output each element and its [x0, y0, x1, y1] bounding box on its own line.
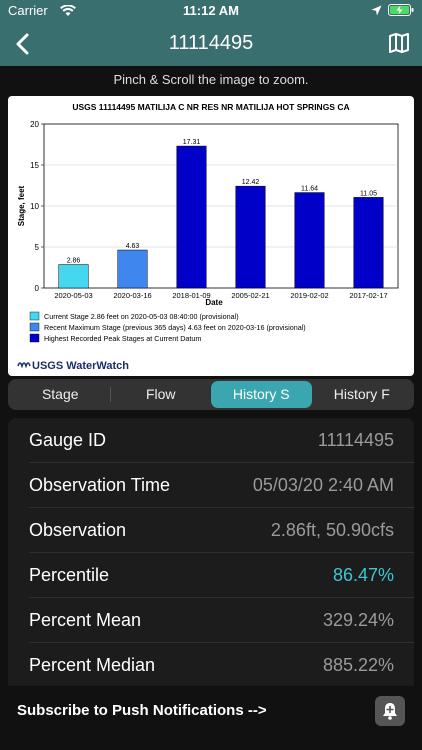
row-label: Observation Time — [29, 475, 171, 495]
subscribe-link[interactable]: Subscribe to Push Notifications --> — [17, 702, 267, 719]
row-value: 2.86ft, 50.90cfs — [270, 520, 394, 540]
bar-value-label: 17.31 — [183, 139, 201, 146]
bar-2020-05-03 — [58, 264, 89, 289]
row-label: Gauge ID — [29, 430, 107, 450]
zoom-hint: Pinch & Scroll the image to zoom. — [113, 72, 309, 87]
bar-2020-03-16 — [117, 249, 148, 289]
table-row: Observation Time 05/03/20 2:40 AM — [8, 463, 414, 508]
table-row: Percentile 86.47% — [8, 553, 414, 598]
row-value: 885.22% — [322, 655, 394, 675]
x-tick-label: 2020-05-03 — [54, 291, 92, 300]
table-row: Percent Median 885.22% — [8, 643, 414, 686]
x-tick-label: 2018-01-09 — [172, 291, 210, 300]
legend-swatch — [29, 322, 40, 332]
y-tick-label: 15 — [30, 161, 39, 170]
carrier-label: Carrier — [8, 3, 48, 18]
clock-label: 11:12 AM — [183, 3, 239, 18]
map-icon[interactable] — [388, 32, 410, 54]
legend-swatch — [29, 311, 40, 321]
x-tick-label: 2017-02-17 — [349, 291, 387, 300]
row-label: Observation — [29, 520, 127, 540]
y-axis-label: Stage, feet — [17, 185, 26, 226]
bell-add-icon[interactable] — [375, 696, 405, 726]
row-value: 329.24% — [322, 610, 394, 630]
bar-2017-02-17 — [353, 197, 384, 289]
bar-2018-01-09 — [176, 145, 207, 289]
x-tick-label: 2005-02-21 — [231, 291, 269, 300]
legend-entry: Recent Maximum Stage (previous 365 days)… — [44, 323, 306, 332]
page-title: 11114495 — [168, 32, 254, 54]
y-tick-label: 20 — [30, 120, 39, 129]
row-label: Percentile — [29, 565, 110, 585]
y-tick-label: 0 — [35, 284, 40, 293]
y-tick-label: 10 — [30, 202, 39, 211]
row-value: 11114495 — [317, 430, 394, 450]
table-row: Gauge ID 11114495 — [8, 418, 414, 463]
tab-bar: Stage Flow History S History F — [8, 379, 414, 410]
battery-charging-icon — [388, 3, 414, 21]
bar-2019-02-02 — [294, 192, 325, 289]
legend-entry: Current Stage 2.86 feet on 2020-05-03 08… — [44, 312, 239, 321]
brand-label: USGS WaterWatch — [32, 360, 129, 372]
chart-title: USGS 11114495 MATILIJA C NR RES NR MATIL… — [72, 102, 349, 112]
navigation-bar: 11114495 — [0, 22, 422, 66]
chevron-left-icon[interactable] — [10, 30, 38, 58]
usgs-logo: USGS WaterWatch — [17, 360, 129, 372]
x-axis-label: Date — [205, 298, 223, 307]
row-label: Percent Median — [29, 655, 156, 675]
row-value: 86.47% — [332, 565, 394, 585]
row-value: 05/03/20 2:40 AM — [252, 475, 394, 495]
y-tick-label: 5 — [35, 243, 40, 252]
table-row: Percent Mean 329.24% — [8, 598, 414, 643]
footer-bar: Subscribe to Push Notifications --> — [0, 686, 422, 750]
tab-stage[interactable]: Stage — [10, 381, 111, 408]
row-label: Percent Mean — [29, 610, 142, 630]
tab-history-f[interactable]: History F — [333, 386, 390, 402]
legend-entry: Highest Recorded Peak Stages at Current … — [44, 334, 201, 343]
location-arrow-icon — [371, 3, 382, 21]
tab-flow[interactable]: Flow — [145, 386, 176, 402]
bar-value-label: 11.05 — [360, 190, 377, 197]
bar-value-label: 2.86 — [67, 258, 81, 265]
bar-value-label: 12.42 — [242, 179, 260, 186]
x-tick-label: 2020-03-16 — [113, 291, 151, 300]
chart-canvas: USGS 11114495 MATILIJA C NR RES NR MATIL… — [17, 102, 399, 372]
tab-history-s[interactable]: History S — [211, 381, 312, 408]
status-bar: Carrier 11:12 AM — [0, 0, 422, 22]
bar-2005-02-21 — [235, 185, 266, 289]
bar-value-label: 11.64 — [301, 186, 318, 193]
stage-chart[interactable]: USGS 11114495 MATILIJA C NR RES NR MATIL… — [8, 96, 414, 376]
legend-swatch — [29, 333, 40, 343]
bar-value-label: 4.63 — [126, 243, 140, 250]
gauge-info-table: Gauge ID 11114495 Observation Time 05/03/20… — [8, 418, 414, 686]
table-row: Observation 2.86ft, 50.90cfs — [8, 508, 414, 553]
x-tick-label: 2019-02-02 — [290, 291, 328, 300]
wifi-icon — [60, 4, 76, 22]
